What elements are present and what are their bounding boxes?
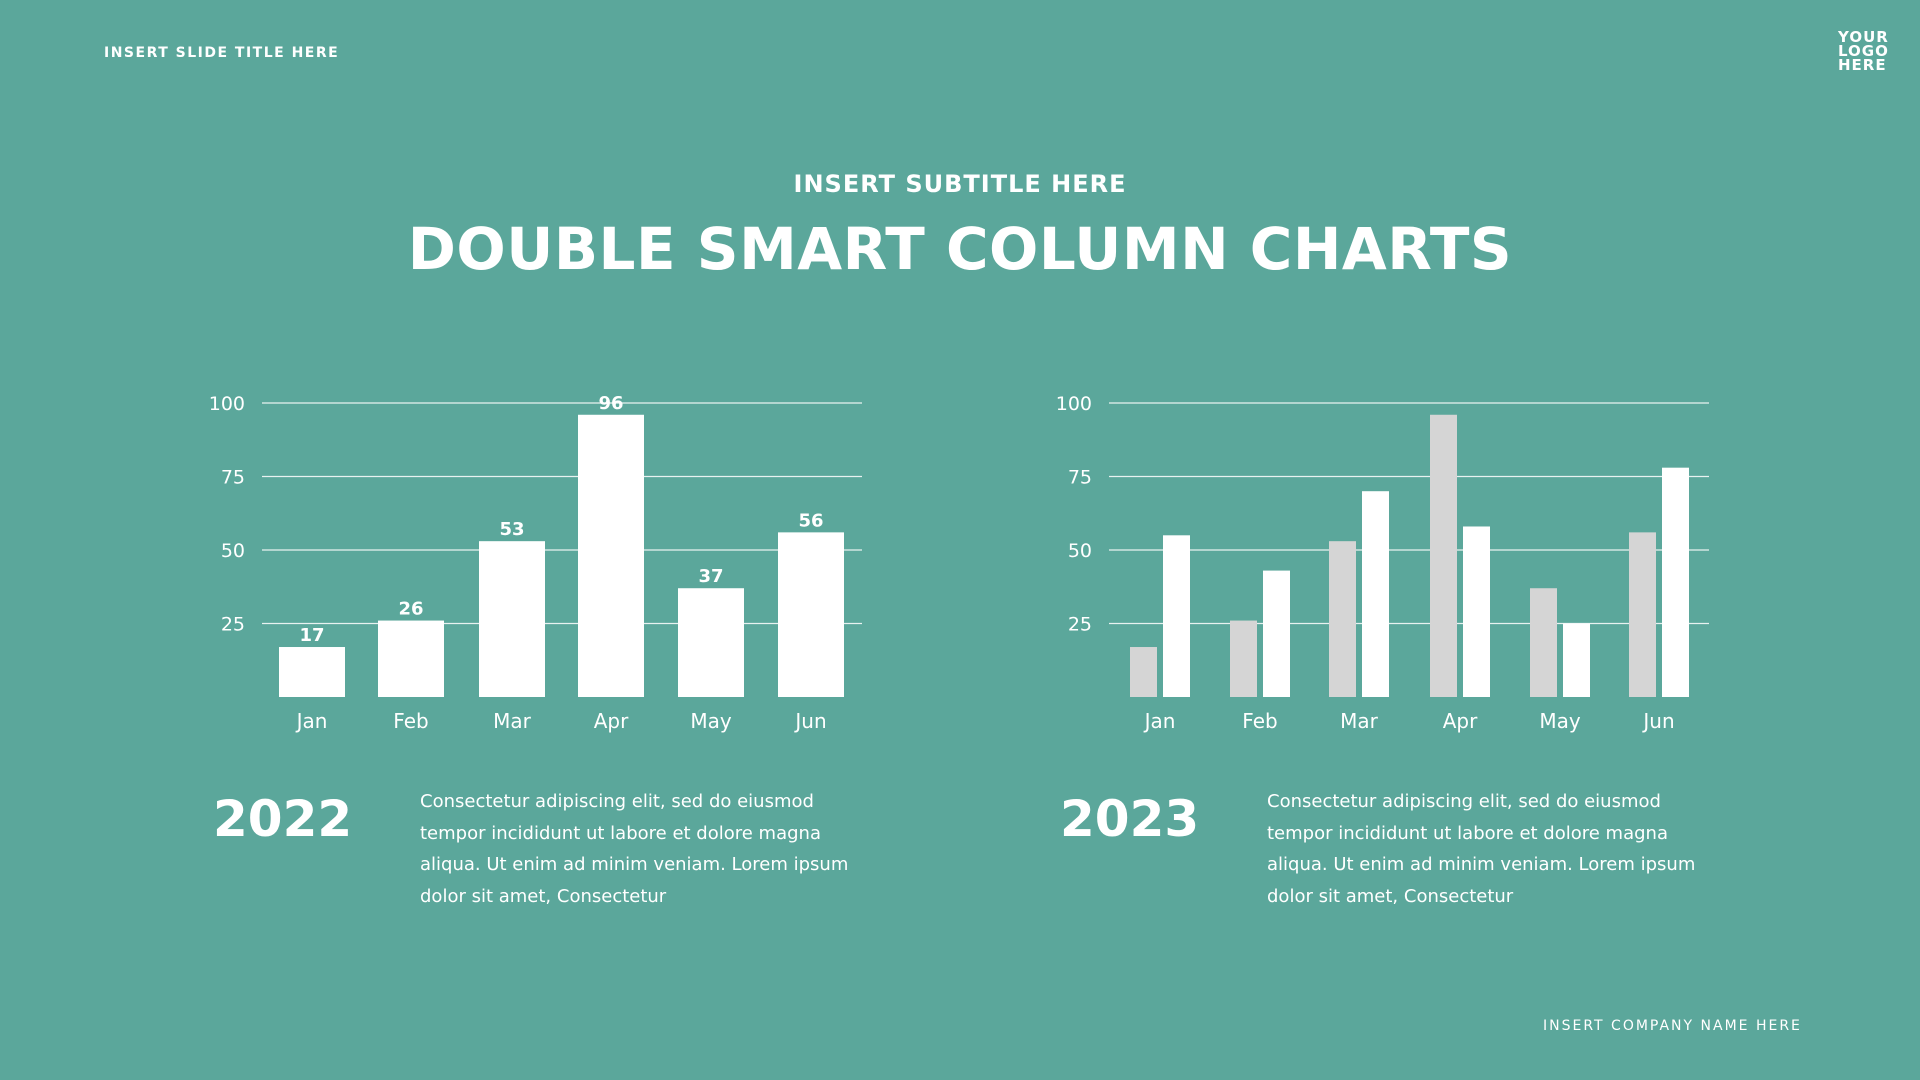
bar-2023 <box>1662 467 1689 697</box>
x-tick-label: Jun <box>1641 709 1674 733</box>
y-tick-label: 25 <box>1068 614 1092 636</box>
bar-2023 <box>1463 526 1490 697</box>
bar <box>479 541 545 697</box>
x-tick-label: Feb <box>393 709 428 733</box>
year-label-2022: 2022 <box>213 790 353 848</box>
bar-2023 <box>1163 535 1190 697</box>
x-tick-label: Jan <box>1143 709 1176 733</box>
bar-2022 <box>1329 541 1356 697</box>
y-tick-label: 75 <box>1068 467 1092 489</box>
bar <box>578 414 644 697</box>
description-2022: Consectetur adipiscing elit, sed do eius… <box>420 791 849 907</box>
bar-2023 <box>1563 623 1590 697</box>
bar-2022 <box>1629 532 1656 697</box>
page-title: DOUBLE SMART COLUMN CHARTS <box>407 215 1513 283</box>
y-tick-label: 100 <box>1056 393 1092 415</box>
description-2023: Consectetur adipiscing elit, sed do eius… <box>1267 791 1696 907</box>
x-tick-label: May <box>1539 709 1581 733</box>
bar-2023 <box>1263 570 1290 697</box>
y-tick-label: 100 <box>209 393 245 415</box>
x-tick-label: Mar <box>1340 709 1379 733</box>
year-label-2023: 2023 <box>1060 790 1200 848</box>
bar-2022 <box>1530 588 1557 697</box>
data-label: 37 <box>698 566 723 587</box>
bar <box>678 588 744 697</box>
y-tick-label: 50 <box>221 540 245 562</box>
company-name: INSERT COMPANY NAME HERE <box>1543 1018 1802 1034</box>
bar-2022 <box>1230 620 1257 697</box>
bar <box>778 532 844 697</box>
x-tick-label: Jan <box>295 709 328 733</box>
data-label: 17 <box>299 625 324 646</box>
x-tick-label: May <box>690 709 732 733</box>
x-tick-label: Jun <box>793 709 826 733</box>
bar-2022 <box>1430 414 1457 697</box>
logo: YOUR LOGO HERE <box>1838 28 1889 74</box>
data-label: 56 <box>798 510 823 531</box>
y-tick-label: 25 <box>221 614 245 636</box>
x-tick-label: Mar <box>493 709 532 733</box>
x-tick-label: Apr <box>594 709 629 733</box>
data-label: 53 <box>499 519 524 540</box>
y-tick-label: 50 <box>1068 540 1092 562</box>
bar <box>378 620 444 697</box>
bar <box>279 647 345 697</box>
x-tick-label: Apr <box>1443 709 1478 733</box>
bar-2023 <box>1362 491 1389 697</box>
y-tick-label: 75 <box>221 467 245 489</box>
bar-2022 <box>1130 647 1157 697</box>
data-label: 96 <box>598 393 623 414</box>
x-tick-label: Feb <box>1242 709 1277 733</box>
subtitle: INSERT SUBTITLE HERE <box>793 170 1127 198</box>
slide-title: INSERT SLIDE TITLE HERE <box>104 45 340 61</box>
data-label: 26 <box>398 599 423 620</box>
